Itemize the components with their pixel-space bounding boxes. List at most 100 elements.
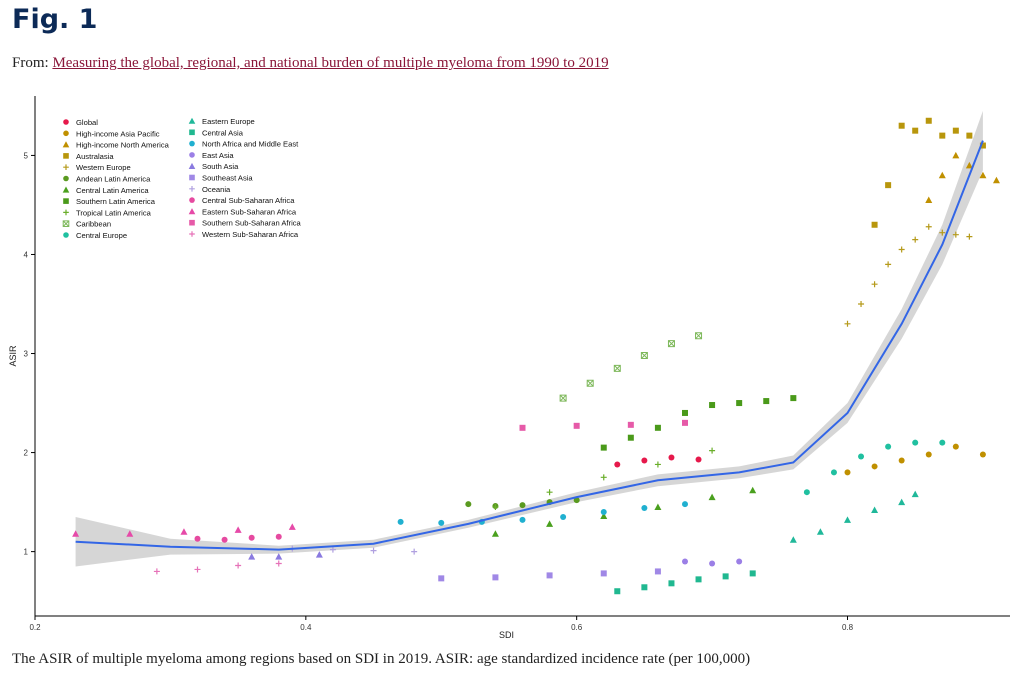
data-point xyxy=(885,443,892,450)
data-point xyxy=(627,434,634,441)
data-point xyxy=(695,456,702,463)
legend-marker xyxy=(188,208,196,215)
legend-label: Central Europe xyxy=(76,231,127,240)
data-point xyxy=(640,352,648,360)
data-point xyxy=(871,281,878,288)
y-tick-label: 4 xyxy=(24,250,29,259)
legend-label: North Africa and Middle East xyxy=(202,140,299,149)
x-tick-label: 0.2 xyxy=(29,623,41,632)
legend-label: High-income Asia Pacific xyxy=(76,129,160,138)
data-point xyxy=(925,223,932,230)
legend-marker xyxy=(188,162,196,169)
data-point xyxy=(641,457,648,464)
legend-label: Central Asia xyxy=(202,128,244,137)
data-point xyxy=(911,490,919,498)
data-point xyxy=(573,497,580,504)
legend-marker xyxy=(189,231,195,237)
data-point xyxy=(925,117,932,124)
legend-marker xyxy=(63,153,69,159)
legend-item: Central Sub-Saharan Africa xyxy=(189,196,295,205)
legend-label: Oceania xyxy=(202,185,231,194)
data-point xyxy=(559,394,567,402)
legend-label: East Asia xyxy=(202,151,234,160)
x-axis-label: SDI xyxy=(499,630,514,640)
legend-item: East Asia xyxy=(189,151,234,160)
data-point xyxy=(898,246,905,253)
data-point xyxy=(939,132,946,139)
data-point xyxy=(789,536,797,543)
legend-label: Central Latin America xyxy=(76,186,149,195)
legend-marker xyxy=(63,232,69,238)
x-tick-label: 0.4 xyxy=(300,623,312,632)
article-link[interactable]: Measuring the global, regional, and nati… xyxy=(52,55,609,71)
legend-marker xyxy=(62,220,70,227)
legend-marker xyxy=(189,129,195,136)
data-point xyxy=(465,501,472,508)
data-point xyxy=(248,553,256,560)
y-axis-label: ASIR xyxy=(8,345,18,367)
data-point xyxy=(938,171,946,179)
data-point xyxy=(885,261,892,268)
data-point xyxy=(329,546,336,553)
data-point xyxy=(898,498,906,506)
legend-item: Global xyxy=(63,118,98,127)
data-point xyxy=(194,566,201,573)
data-point xyxy=(965,161,973,169)
data-point xyxy=(288,523,296,530)
from-prefix: From: xyxy=(12,55,53,71)
figure-caption: The ASIR of multiple myeloma among regio… xyxy=(12,651,751,667)
data-point xyxy=(614,461,621,468)
legend-marker xyxy=(189,219,195,226)
legend-marker xyxy=(189,197,195,203)
data-point xyxy=(234,526,242,533)
axes: 0.2 0.4 0.6 0.8 1 2 3 4 5 SDI ASIR xyxy=(8,96,1010,640)
y-tick-label: 2 xyxy=(24,449,29,458)
legend-label: Eastern Sub-Saharan Africa xyxy=(202,207,297,216)
data-point xyxy=(925,451,932,458)
legend-item: Eastern Sub-Saharan Africa xyxy=(188,207,297,216)
legend-item: North Africa and Middle East xyxy=(189,140,299,149)
legend-item: High-income Asia Pacific xyxy=(63,129,160,138)
data-point xyxy=(586,379,594,387)
y-tick-label: 3 xyxy=(24,350,29,359)
x-tick-label: 0.8 xyxy=(842,623,854,632)
data-point xyxy=(438,519,445,526)
data-point xyxy=(803,489,810,496)
data-point xyxy=(614,588,621,595)
data-point xyxy=(709,402,716,409)
legend-label: South Asia xyxy=(202,162,239,171)
data-point xyxy=(491,530,499,537)
legend: Global High-income Asia Pacific High-incom… xyxy=(62,117,302,240)
legend-item: Western Sub-Saharan Africa xyxy=(189,230,299,239)
data-point xyxy=(979,171,987,179)
data-point xyxy=(315,551,323,558)
data-point xyxy=(411,548,418,555)
legend-marker xyxy=(189,140,195,147)
legend-item: Central Asia xyxy=(189,128,244,137)
scatter-chart: 0.2 0.4 0.6 0.8 1 2 3 4 5 SDI ASIR Global High-inco… xyxy=(8,96,1010,640)
data-point xyxy=(830,469,837,476)
legend-marker xyxy=(188,117,196,124)
legend-marker xyxy=(62,186,70,193)
source-line: From: Measuring the global, regional, an… xyxy=(12,55,609,72)
data-point xyxy=(709,447,716,454)
data-point xyxy=(600,570,607,577)
data-point xyxy=(844,516,851,523)
series-layer xyxy=(72,117,1000,595)
data-point xyxy=(912,236,919,243)
legend-item: Eastern Europe xyxy=(188,117,255,126)
legend-label: Central Sub-Saharan Africa xyxy=(202,196,295,205)
legend-marker xyxy=(63,209,69,216)
data-point xyxy=(275,553,283,560)
data-point xyxy=(492,574,499,581)
legend-label: Southeast Asia xyxy=(202,174,253,183)
legend-item: Oceania xyxy=(189,185,231,194)
data-point xyxy=(600,509,607,515)
legend-label: Caribbean xyxy=(76,220,111,229)
legend-marker xyxy=(63,119,69,125)
data-point xyxy=(519,424,526,431)
data-point xyxy=(952,151,960,159)
x-tick-label: 0.6 xyxy=(571,623,583,632)
legend-item: Australasia xyxy=(63,152,114,161)
legend-label: Southern Latin America xyxy=(76,197,156,206)
